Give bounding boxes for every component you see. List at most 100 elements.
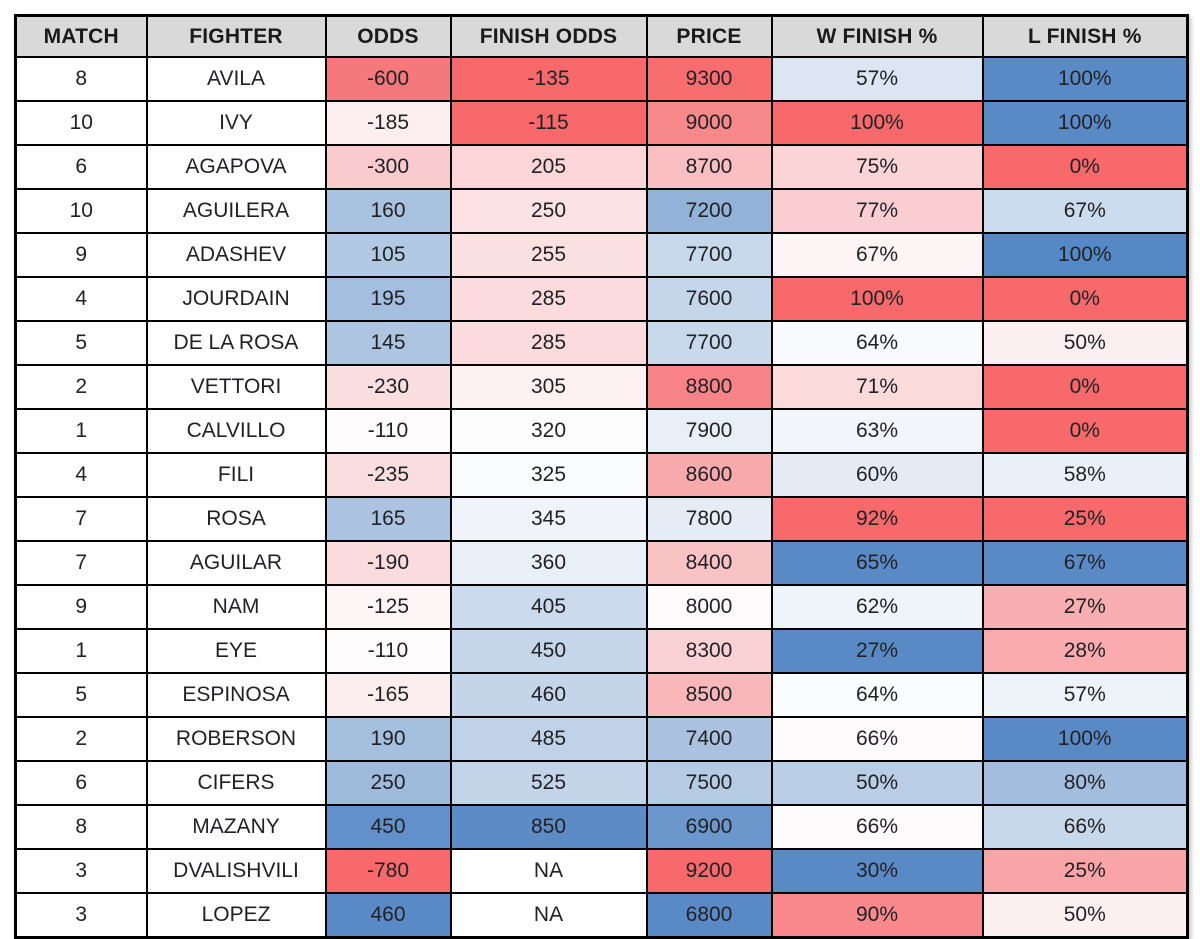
cell-odds: -300 xyxy=(324,144,452,190)
cell-finish-odds: 305 xyxy=(449,364,648,410)
cell-price: 7800 xyxy=(645,496,773,542)
cell-finish-odds: 325 xyxy=(449,452,648,498)
cell-price: 6900 xyxy=(645,804,773,850)
cell-w-finish: 63% xyxy=(770,408,984,454)
cell-price: 7400 xyxy=(645,716,773,762)
cell-finish-odds: 450 xyxy=(449,628,648,674)
table-row: 9 NAM -125 405 8000 62% 27% xyxy=(14,584,1189,630)
cell-l-finish: 100% xyxy=(981,100,1189,146)
table-row: 6 CIFERS 250 525 7500 50% 80% xyxy=(14,760,1189,806)
table-row: 7 AGUILAR -190 360 8400 65% 67% xyxy=(14,540,1189,586)
cell-match: 10 xyxy=(14,100,148,146)
cell-match: 2 xyxy=(14,716,148,762)
table-row: 4 FILI -235 325 8600 60% 58% xyxy=(14,452,1189,498)
cell-price: 6800 xyxy=(645,892,773,939)
cell-finish-odds: 320 xyxy=(449,408,648,454)
table-row: 6 AGAPOVA -300 205 8700 75% 0% xyxy=(14,144,1189,190)
cell-fighter: DE LA ROSA xyxy=(145,320,327,366)
cell-odds: 190 xyxy=(324,716,452,762)
cell-w-finish: 75% xyxy=(770,144,984,190)
cell-odds: -235 xyxy=(324,452,452,498)
cell-match: 1 xyxy=(14,408,148,454)
cell-w-finish: 77% xyxy=(770,188,984,234)
cell-match: 3 xyxy=(14,892,148,939)
cell-w-finish: 57% xyxy=(770,56,984,102)
table-row: 4 JOURDAIN 195 285 7600 100% 0% xyxy=(14,276,1189,322)
cell-odds: 160 xyxy=(324,188,452,234)
cell-w-finish: 27% xyxy=(770,628,984,674)
cell-fighter: ROSA xyxy=(145,496,327,542)
cell-l-finish: 0% xyxy=(981,364,1189,410)
cell-price: 8400 xyxy=(645,540,773,586)
cell-w-finish: 92% xyxy=(770,496,984,542)
page: MATCH FIGHTER ODDS FINISH ODDS PRICE W F… xyxy=(14,14,1189,939)
cell-match: 9 xyxy=(14,584,148,630)
cell-odds: 165 xyxy=(324,496,452,542)
fight-odds-table: MATCH FIGHTER ODDS FINISH ODDS PRICE W F… xyxy=(14,14,1189,939)
cell-l-finish: 25% xyxy=(981,496,1189,542)
cell-match: 5 xyxy=(14,672,148,718)
cell-fighter: AGAPOVA xyxy=(145,144,327,190)
cell-price: 7900 xyxy=(645,408,773,454)
cell-price: 7500 xyxy=(645,760,773,806)
cell-match: 6 xyxy=(14,760,148,806)
column-header-w-finish: W FINISH % xyxy=(770,14,984,58)
cell-odds: -190 xyxy=(324,540,452,586)
cell-w-finish: 67% xyxy=(770,232,984,278)
cell-w-finish: 64% xyxy=(770,320,984,366)
cell-fighter: CALVILLO xyxy=(145,408,327,454)
cell-match: 9 xyxy=(14,232,148,278)
cell-price: 9200 xyxy=(645,848,773,894)
cell-w-finish: 71% xyxy=(770,364,984,410)
cell-finish-odds: -115 xyxy=(449,100,648,146)
cell-odds: 105 xyxy=(324,232,452,278)
cell-fighter: ADASHEV xyxy=(145,232,327,278)
table-row: 10 IVY -185 -115 9000 100% 100% xyxy=(14,100,1189,146)
cell-l-finish: 0% xyxy=(981,408,1189,454)
cell-match: 3 xyxy=(14,848,148,894)
cell-match: 7 xyxy=(14,540,148,586)
cell-l-finish: 50% xyxy=(981,892,1189,939)
cell-odds: -125 xyxy=(324,584,452,630)
cell-match: 8 xyxy=(14,804,148,850)
cell-finish-odds: 360 xyxy=(449,540,648,586)
cell-l-finish: 80% xyxy=(981,760,1189,806)
cell-odds: -185 xyxy=(324,100,452,146)
cell-l-finish: 0% xyxy=(981,144,1189,190)
cell-finish-odds: 250 xyxy=(449,188,648,234)
column-header-l-finish: L FINISH % xyxy=(981,14,1189,58)
cell-w-finish: 66% xyxy=(770,804,984,850)
cell-l-finish: 100% xyxy=(981,232,1189,278)
cell-price: 8800 xyxy=(645,364,773,410)
cell-odds: 250 xyxy=(324,760,452,806)
cell-odds: 145 xyxy=(324,320,452,366)
cell-fighter: MAZANY xyxy=(145,804,327,850)
cell-price: 8300 xyxy=(645,628,773,674)
cell-price: 7600 xyxy=(645,276,773,322)
cell-price: 7700 xyxy=(645,320,773,366)
cell-l-finish: 25% xyxy=(981,848,1189,894)
cell-fighter: CIFERS xyxy=(145,760,327,806)
cell-price: 7700 xyxy=(645,232,773,278)
cell-odds: 195 xyxy=(324,276,452,322)
cell-finish-odds: 205 xyxy=(449,144,648,190)
cell-match: 10 xyxy=(14,188,148,234)
cell-price: 8500 xyxy=(645,672,773,718)
cell-price: 9300 xyxy=(645,56,773,102)
column-header-fighter: FIGHTER xyxy=(145,14,327,58)
cell-fighter: AVILA xyxy=(145,56,327,102)
cell-w-finish: 62% xyxy=(770,584,984,630)
table-body: 8 AVILA -600 -135 9300 57% 100% 10 IVY -… xyxy=(14,56,1189,939)
cell-match: 5 xyxy=(14,320,148,366)
table-row: 8 AVILA -600 -135 9300 57% 100% xyxy=(14,56,1189,102)
column-header-finish-odds: FINISH ODDS xyxy=(449,14,648,58)
cell-fighter: VETTORI xyxy=(145,364,327,410)
cell-finish-odds: 285 xyxy=(449,276,648,322)
header-row: MATCH FIGHTER ODDS FINISH ODDS PRICE W F… xyxy=(14,14,1189,58)
table-row: 5 DE LA ROSA 145 285 7700 64% 50% xyxy=(14,320,1189,366)
cell-l-finish: 66% xyxy=(981,804,1189,850)
cell-l-finish: 100% xyxy=(981,716,1189,762)
cell-finish-odds: 255 xyxy=(449,232,648,278)
cell-w-finish: 66% xyxy=(770,716,984,762)
cell-match: 4 xyxy=(14,452,148,498)
